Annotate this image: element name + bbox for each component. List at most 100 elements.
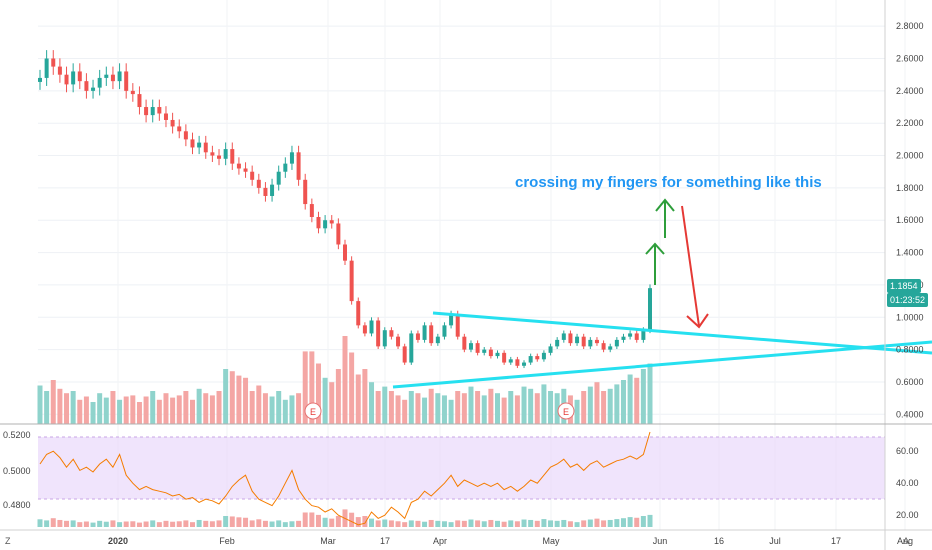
- resistance-trendline[interactable]: [432, 311, 932, 355]
- candle-body: [561, 333, 566, 340]
- volume-bar: [64, 393, 70, 424]
- candle-body: [422, 325, 427, 340]
- time-tick-10: Aug: [897, 536, 913, 546]
- volume-bar: [375, 391, 381, 424]
- left-tick-0: 0.5200: [3, 430, 31, 440]
- price-tick-1: 2.6000: [896, 54, 924, 64]
- rsi-volume-bar: [561, 519, 567, 527]
- volume-bar: [528, 388, 534, 424]
- candle-body: [64, 74, 69, 85]
- volume-bar: [481, 395, 487, 424]
- candle-body: [449, 314, 454, 326]
- candle-body: [508, 359, 513, 363]
- volume-bar: [435, 393, 441, 424]
- rsi-volume-bar: [581, 520, 587, 527]
- volume-bar: [209, 395, 215, 424]
- earnings-marker-2[interactable]: E: [557, 402, 575, 420]
- candle-body: [177, 126, 182, 132]
- rsi-volume-bar: [408, 520, 414, 527]
- rsi-volume-bar: [196, 519, 202, 527]
- candle-body: [389, 330, 394, 337]
- time-tick-6: Jun: [653, 536, 668, 546]
- candle-body: [250, 171, 255, 180]
- candle-body: [396, 336, 401, 347]
- rsi-volume-bar: [302, 512, 308, 527]
- candle-body: [203, 142, 208, 153]
- earnings-marker-1[interactable]: E: [304, 402, 322, 420]
- volume-bar: [369, 382, 375, 424]
- candle-body: [144, 107, 149, 116]
- volume-bar: [50, 380, 56, 424]
- price-tick-10: 0.8000: [896, 345, 924, 355]
- price-tick-11: 0.6000: [896, 377, 924, 387]
- down-arrow-head: [686, 313, 709, 329]
- rsi-volume-bar: [594, 518, 600, 527]
- candle-body: [343, 244, 347, 261]
- candle-body: [296, 152, 301, 180]
- candle-body: [97, 77, 102, 88]
- volume-bar: [461, 393, 467, 424]
- time-tick-1: Feb: [219, 536, 235, 546]
- candle-body: [535, 356, 540, 360]
- rsi-volume-bar: [249, 520, 255, 527]
- volume-bar: [57, 388, 63, 424]
- rsi-volume-bar: [269, 521, 275, 527]
- rsi-volume-bar: [203, 520, 209, 527]
- price-tick-0: 2.8000: [896, 21, 924, 31]
- rsi-volume-bar: [508, 520, 514, 527]
- volume-bar: [315, 363, 321, 424]
- volume-bar: [216, 391, 222, 424]
- candle-body: [495, 352, 500, 357]
- rsi-volume-bar: [289, 521, 295, 527]
- candle-body: [528, 356, 533, 363]
- volume-bar: [415, 393, 421, 424]
- candle-body: [482, 349, 487, 353]
- price-tick-12: 0.4000: [896, 409, 924, 419]
- candle-body: [323, 220, 328, 229]
- rsi-volume-bar: [90, 522, 96, 527]
- rsi-volume-bar: [335, 516, 341, 527]
- volume-bar: [448, 399, 454, 424]
- volume-bar: [163, 393, 169, 424]
- rsi-volume-bar: [455, 520, 461, 527]
- corner-label-left[interactable]: Z: [5, 536, 11, 546]
- rsi-volume-bar: [422, 521, 428, 527]
- candle-body: [316, 217, 321, 229]
- rsi-volume-bar: [70, 520, 76, 527]
- rsi-volume-bar: [163, 520, 169, 527]
- volume-bar: [408, 391, 414, 424]
- volume-bar: [594, 382, 600, 424]
- volume-bar: [97, 393, 103, 424]
- rsi-volume-bar: [349, 512, 355, 527]
- rsi-volume-bar: [369, 518, 375, 527]
- rsi-volume-bar: [276, 520, 282, 527]
- candle-body: [137, 94, 142, 108]
- rsi-volume-bar: [601, 520, 607, 527]
- volume-bar: [541, 384, 547, 424]
- corner-label-right[interactable]: A: [903, 536, 910, 546]
- volume-bar: [110, 391, 116, 424]
- rsi-volume-bar: [37, 519, 43, 527]
- candle-body: [568, 333, 573, 344]
- rsi-volume-bar: [355, 517, 361, 527]
- volume-bar: [362, 369, 368, 424]
- volume-bar: [441, 395, 447, 424]
- rsi-volume-bar: [103, 521, 109, 527]
- candle-body: [117, 71, 122, 82]
- volume-bar: [335, 369, 341, 424]
- up-arrow-2-head: [655, 198, 675, 212]
- volume-bar: [620, 380, 626, 424]
- svg-text:E: E: [310, 407, 316, 417]
- rsi-volume-bar: [382, 519, 388, 527]
- candle-body: [522, 362, 527, 366]
- support-trendline[interactable]: [392, 340, 932, 389]
- time-tick-3: 17: [380, 536, 390, 546]
- candle-body: [91, 87, 96, 91]
- candle-body: [289, 152, 294, 164]
- rsi-volume-bar: [614, 519, 620, 527]
- candle-body: [163, 113, 168, 120]
- volume-bar: [229, 371, 235, 424]
- volume-bar: [581, 391, 587, 424]
- rsi-volume-bar: [123, 521, 129, 527]
